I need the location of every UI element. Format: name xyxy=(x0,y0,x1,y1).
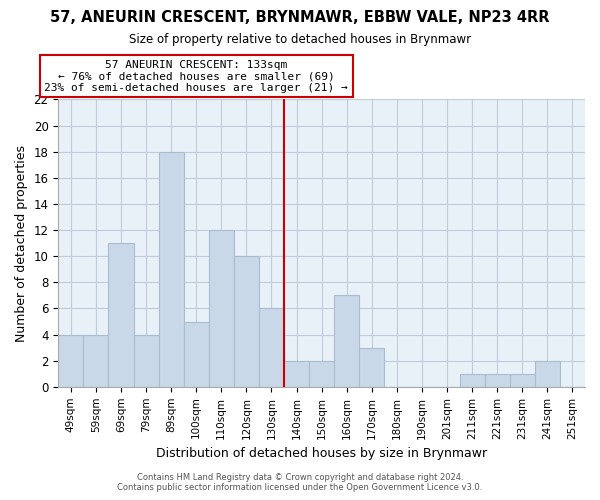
Bar xyxy=(234,256,259,387)
Text: Contains HM Land Registry data © Crown copyright and database right 2024.
Contai: Contains HM Land Registry data © Crown c… xyxy=(118,473,482,492)
Bar xyxy=(510,374,535,387)
Bar xyxy=(359,348,385,387)
Bar xyxy=(460,374,485,387)
Y-axis label: Number of detached properties: Number of detached properties xyxy=(15,144,28,342)
Bar xyxy=(284,360,309,387)
Bar xyxy=(184,322,209,387)
Bar xyxy=(83,334,109,387)
Bar xyxy=(209,230,234,387)
Bar xyxy=(109,243,134,387)
Bar xyxy=(259,308,284,387)
Text: 57, ANEURIN CRESCENT, BRYNMAWR, EBBW VALE, NP23 4RR: 57, ANEURIN CRESCENT, BRYNMAWR, EBBW VAL… xyxy=(50,10,550,25)
Bar xyxy=(158,152,184,387)
Bar xyxy=(334,296,359,387)
Text: 57 ANEURIN CRESCENT: 133sqm
← 76% of detached houses are smaller (69)
23% of sem: 57 ANEURIN CRESCENT: 133sqm ← 76% of det… xyxy=(44,60,348,93)
Text: Size of property relative to detached houses in Brynmawr: Size of property relative to detached ho… xyxy=(129,32,471,46)
Bar xyxy=(485,374,510,387)
Bar xyxy=(535,360,560,387)
X-axis label: Distribution of detached houses by size in Brynmawr: Distribution of detached houses by size … xyxy=(156,447,487,460)
Bar xyxy=(309,360,334,387)
Bar xyxy=(134,334,158,387)
Bar xyxy=(58,334,83,387)
